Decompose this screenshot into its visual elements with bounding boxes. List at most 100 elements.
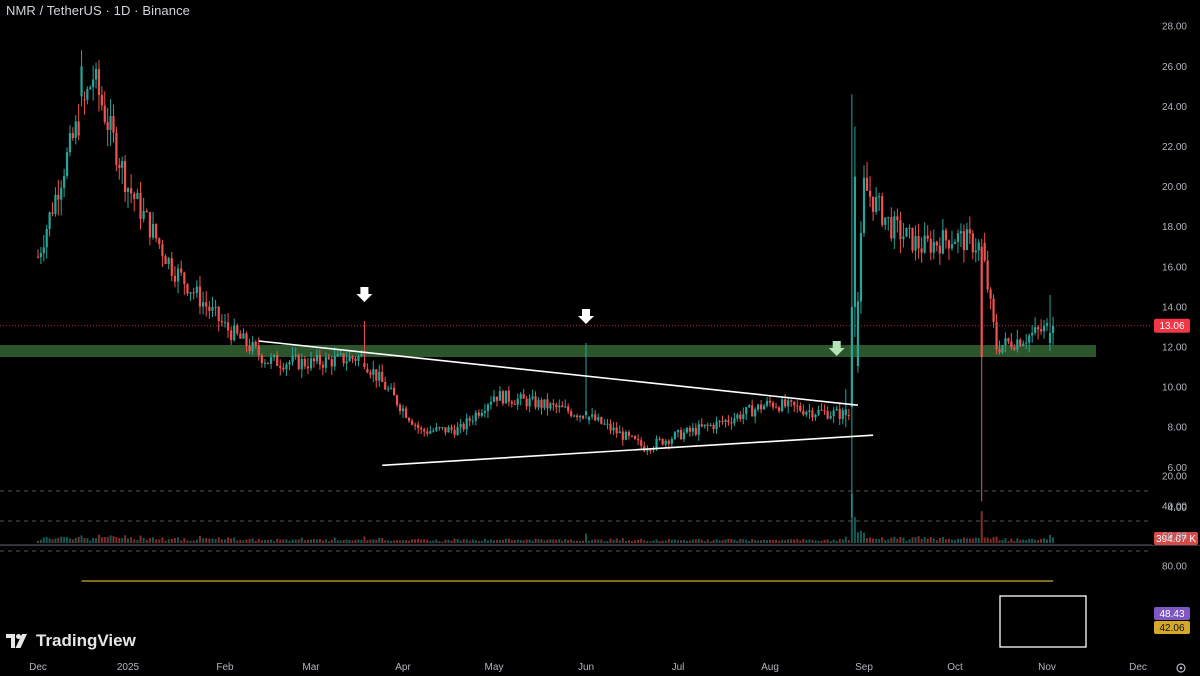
volume-bar — [950, 539, 953, 543]
candle-body — [633, 436, 637, 440]
volume-bar — [618, 540, 621, 543]
candle-body — [600, 417, 603, 424]
candle-body — [136, 192, 139, 199]
candle-body — [176, 268, 180, 282]
candle-body — [245, 333, 248, 346]
candle-body — [309, 358, 313, 369]
volume-bar — [245, 539, 248, 543]
candle-body — [279, 365, 282, 368]
volume-bar — [637, 539, 640, 543]
candle-body — [649, 449, 652, 451]
volume-bar — [685, 540, 688, 543]
candle-body — [251, 341, 254, 352]
candle-body — [226, 322, 230, 331]
volume-bar — [612, 539, 615, 543]
volume-bar — [405, 540, 408, 543]
tradingview-logo[interactable]: TradingView — [6, 631, 136, 651]
volume-bar — [835, 540, 838, 543]
volume-bar — [339, 540, 342, 543]
candle-body — [709, 424, 712, 426]
volume-bar — [631, 541, 633, 543]
candle-body — [465, 418, 468, 430]
volume-bar — [923, 537, 926, 543]
down-arrow-icon — [828, 341, 845, 356]
volume-bar — [757, 540, 760, 543]
volume-bar — [414, 539, 417, 543]
candle-body — [489, 401, 493, 405]
candle-body — [54, 194, 57, 214]
candle-body — [787, 400, 790, 407]
volume-bar — [1037, 540, 1040, 543]
rsi-value-tag: 48.43 — [1154, 607, 1190, 620]
candle-body — [606, 423, 609, 425]
candle-body — [133, 193, 136, 199]
candle-body — [333, 356, 336, 367]
candle-body — [345, 361, 348, 364]
volume-bar — [989, 539, 992, 543]
candle-body — [956, 233, 960, 242]
volume-bar — [396, 540, 399, 543]
candle-body — [597, 417, 600, 421]
volume-bar — [968, 538, 971, 543]
candle-body — [612, 427, 615, 431]
volume-bar — [652, 540, 655, 543]
volume-bar — [736, 540, 739, 543]
candle-body — [637, 439, 640, 441]
candle-body — [724, 420, 727, 422]
volume-bar — [528, 539, 531, 543]
candle-body — [587, 416, 591, 421]
candle-body — [926, 235, 929, 239]
volume-bar — [477, 540, 480, 543]
candle-body — [528, 398, 531, 407]
descending-trendline — [258, 340, 859, 406]
candle-body — [935, 241, 938, 246]
candle-body — [578, 415, 582, 418]
candle-body — [230, 330, 233, 341]
volume-bar — [742, 539, 745, 543]
price-tick-label: 8.00 — [1168, 423, 1188, 434]
settings-icon[interactable] — [1176, 663, 1186, 673]
volume-bar — [77, 536, 80, 543]
candle-body — [543, 399, 546, 408]
volume-bar — [495, 539, 498, 543]
candle-body — [395, 395, 399, 405]
time-tick-label: Mar — [302, 662, 320, 673]
candle-body — [670, 438, 673, 444]
candle-body — [80, 66, 83, 97]
candle-body — [291, 355, 294, 363]
volume-bar — [540, 539, 543, 543]
candle-body — [336, 353, 339, 357]
candle-body — [561, 405, 564, 408]
candle-body — [1036, 327, 1040, 330]
volume-bar — [817, 540, 820, 543]
candle-body — [730, 422, 733, 424]
candle-body — [112, 116, 115, 133]
volume-bar — [552, 539, 555, 543]
candle-body — [390, 387, 393, 389]
volume-bar — [1025, 540, 1028, 543]
candle-body — [694, 427, 697, 435]
candle-body — [118, 164, 121, 168]
volume-bar — [881, 537, 884, 543]
candle-body — [998, 349, 1001, 353]
volume-bar — [549, 539, 552, 543]
volume-bar — [459, 540, 462, 543]
candle-body — [640, 440, 643, 446]
candle-body — [285, 364, 288, 370]
volume-bar — [658, 541, 661, 543]
volume-bar — [468, 540, 471, 543]
candle-body — [841, 410, 844, 419]
gear-center — [1179, 666, 1183, 670]
candle-body — [260, 355, 263, 364]
candle-body — [667, 440, 670, 444]
candle-body — [751, 405, 754, 417]
volume-bar — [211, 538, 214, 543]
candle-body — [748, 405, 751, 408]
candle-body — [664, 440, 667, 445]
volume-bar — [914, 537, 917, 543]
volume-bar — [399, 540, 402, 543]
candle-body — [1025, 342, 1028, 344]
rsi-value: 48.43 — [1159, 609, 1184, 620]
candle-body — [142, 210, 145, 219]
